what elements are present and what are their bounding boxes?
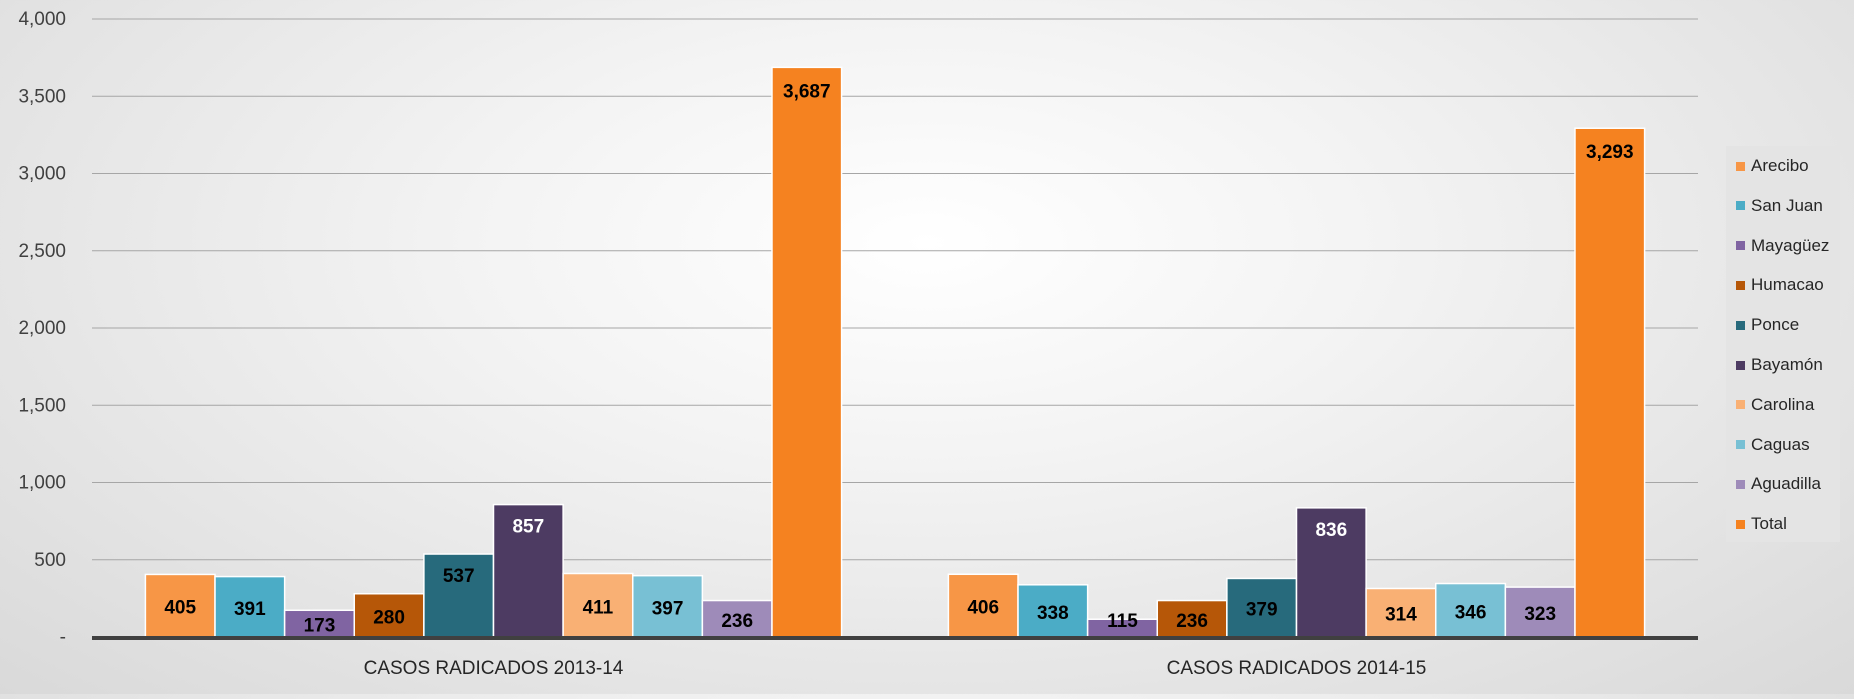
data-label: 280 [373,607,405,628]
y-tick-label: 3,000 [18,164,66,185]
legend-swatch [1736,320,1745,330]
bar [562,572,634,638]
bar [492,503,564,638]
bar [631,574,704,638]
data-label: 405 [164,598,196,619]
legend-item: Bayamón [1736,355,1823,375]
legend-item: Humacao [1736,275,1824,295]
legend-swatch [1736,280,1745,290]
legend-swatch [1736,201,1745,211]
data-label: 379 [1246,600,1278,621]
x-category-label: CASOS RADICADOS 2013-14 [364,658,624,679]
legend-label: Arecibo [1751,156,1809,175]
legend-swatch [1736,360,1745,370]
legend-item: Ponce [1736,315,1799,335]
bar [144,573,216,638]
data-label: 314 [1385,605,1417,626]
legend-label: Aguadilla [1751,474,1821,494]
data-label: 397 [652,598,684,619]
x-category-label: CASOS RADICADOS 2014-15 [1167,658,1427,679]
legend-item: Caguas [1736,435,1810,455]
legend-label: Bayamón [1751,355,1823,374]
legend-swatch [1736,400,1745,410]
legend-label: Carolina [1751,394,1815,414]
y-tick-label: 1,000 [18,473,66,494]
legend-swatch [1736,440,1745,450]
legend-swatch [1736,241,1745,251]
data-label: 411 [583,597,614,618]
bar [1295,507,1367,638]
legend-label: Mayagüez [1751,235,1830,255]
y-tick-label: 2,500 [18,241,66,262]
bar [1574,127,1646,638]
bar [1156,599,1228,638]
data-label: 836 [1315,520,1347,541]
data-label: 406 [967,598,999,619]
bar [1226,577,1298,638]
legend-label: San Juan [1751,195,1823,215]
legend-swatch [1736,519,1745,529]
bar [1365,587,1437,638]
data-label: 115 [1107,611,1138,632]
legend-item: Carolina [1736,395,1814,415]
legend-swatch [1736,479,1745,489]
legend-label: Total [1751,514,1787,534]
y-axis-ticks: - 500 1,000 1,500 2,000 2,500 3,000 3,500 4,000 [18,9,66,648]
y-tick-label: - [60,627,66,648]
data-label: 338 [1037,603,1069,624]
legend: Arecibo San Juan Mayagüez Humacao Ponce Bayam… [1726,146,1840,542]
bar [771,66,843,638]
legend-item: Arecibo [1736,156,1809,176]
bars [144,66,1646,638]
data-label: 323 [1524,604,1556,625]
data-label: 236 [1176,611,1208,632]
legend-swatch [1736,161,1745,171]
data-label: 173 [304,616,336,637]
legend-label: Ponce [1751,315,1800,335]
legend-item: San Juan [1736,196,1823,216]
bar [1434,582,1507,638]
legend-item: Aguadilla [1736,474,1821,494]
y-tick-label: 3,500 [18,86,66,107]
y-tick-label: 2,000 [18,318,66,339]
legend-label: Humacao [1751,275,1824,295]
data-labels: 405 391 173 280 537 857 411 397 236 3,687 406 338 11… [164,81,1633,636]
bar [1504,586,1576,638]
x-axis: CASOS RADICADOS 2013-14 CASOS RADICADOS 2… [92,636,1698,679]
data-label: 346 [1455,602,1487,623]
legend-label: Caguas [1751,434,1810,454]
data-label: 391 [234,599,266,620]
data-label: 3,293 [1586,142,1634,163]
legend-item: Total [1736,514,1787,534]
y-tick-label: 500 [34,550,66,571]
gridlines [92,18,1698,561]
data-label: 857 [512,517,544,538]
data-label: 537 [443,566,475,587]
data-label: 236 [721,611,753,632]
y-tick-label: 4,000 [18,9,66,30]
data-label: 3,687 [783,81,831,102]
y-tick-label: 1,500 [18,395,66,416]
legend-item: Mayagüez [1736,236,1829,256]
bar [1017,584,1089,638]
